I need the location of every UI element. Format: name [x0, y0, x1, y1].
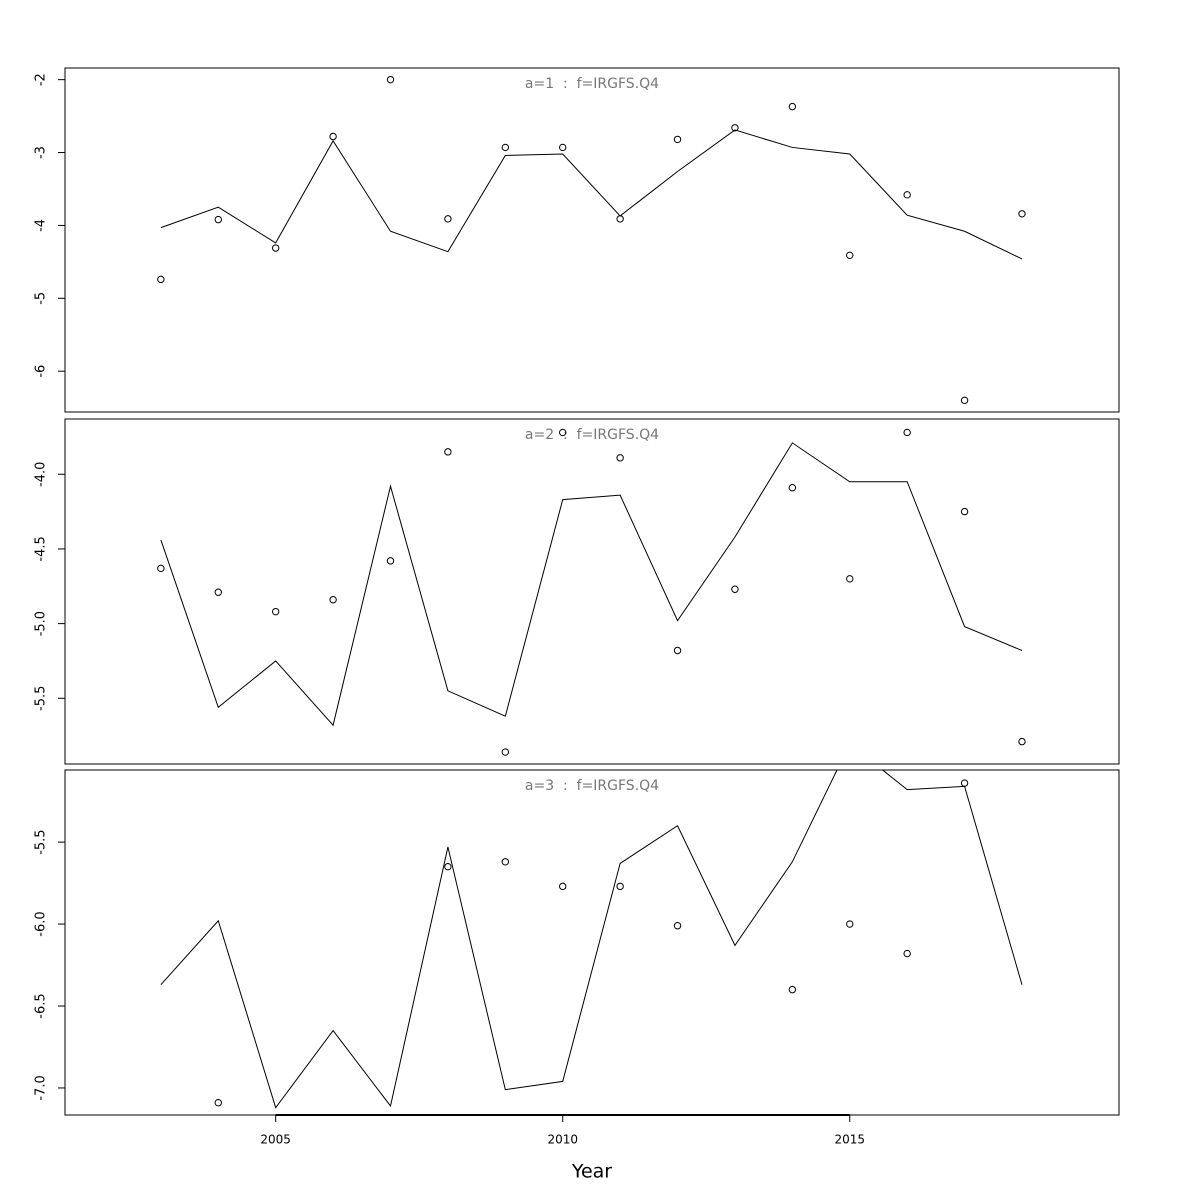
data-point — [157, 564, 165, 573]
data-point — [559, 428, 567, 437]
y-tick-label: -4.5 — [34, 536, 49, 561]
y-tick-label: -6.0 — [34, 911, 49, 936]
y-tick-label: -5.5 — [34, 686, 49, 711]
data-point — [846, 920, 854, 928]
data-point — [559, 143, 567, 152]
plot-area — [157, 428, 1026, 756]
data-point — [673, 135, 682, 144]
data-point — [788, 102, 797, 111]
data-point — [903, 191, 911, 199]
data-point — [903, 428, 911, 437]
data-point — [1018, 737, 1026, 746]
data-point — [501, 143, 510, 152]
panel-title: a=1 : f=IRGFS.Q4 — [525, 76, 659, 92]
y-tick-label: -6 — [34, 365, 49, 378]
data-point — [386, 557, 395, 565]
panel-title: a=2 : f=IRGFS.Q4 — [525, 427, 659, 443]
plot-frame — [64, 769, 1120, 1116]
plot-area — [157, 75, 1026, 405]
data-point — [444, 448, 452, 456]
data-point — [444, 215, 452, 223]
plot-area — [160, 770, 1023, 1109]
x-tick-label: 2015 — [834, 1133, 865, 1147]
data-point — [903, 949, 911, 958]
y-tick-label: -7.0 — [34, 1075, 49, 1100]
data-point — [673, 646, 682, 655]
y-tick-label: -2 — [34, 73, 49, 86]
x-axis-label: Year — [571, 1161, 612, 1183]
data-point — [616, 215, 624, 223]
series-line — [160, 770, 1023, 1109]
data-point — [960, 507, 969, 516]
y-tick-label: -4.0 — [34, 462, 49, 487]
data-point — [616, 882, 624, 891]
x-tick-label: 2005 — [260, 1133, 291, 1147]
y-tick-label: -4 — [34, 219, 49, 232]
y-tick-label: -5 — [34, 292, 49, 305]
data-point — [214, 588, 222, 596]
data-point — [673, 922, 682, 930]
data-point — [329, 596, 337, 604]
data-point — [960, 396, 969, 405]
data-point — [271, 244, 280, 252]
data-point — [960, 779, 969, 787]
y-tick-label: -5.0 — [34, 611, 49, 636]
data-point — [788, 985, 797, 994]
data-point — [559, 882, 567, 891]
data-point — [731, 124, 739, 132]
data-point — [214, 1099, 222, 1107]
data-point — [1018, 210, 1026, 218]
y-tick-label: -3 — [34, 146, 49, 159]
data-point — [444, 862, 452, 871]
data-point — [731, 585, 739, 593]
data-point — [846, 575, 854, 583]
data-point — [501, 858, 510, 866]
data-point — [271, 607, 280, 616]
plot-frame — [64, 418, 1120, 765]
data-point — [616, 454, 624, 462]
data-point — [788, 484, 797, 492]
y-tick-label: -5.5 — [34, 829, 49, 854]
plot-frame — [64, 67, 1120, 413]
data-point — [214, 215, 222, 224]
data-point — [386, 75, 395, 84]
data-point — [157, 275, 165, 284]
data-point — [846, 251, 854, 260]
panel-title: a=3 : f=IRGFS.Q4 — [525, 778, 659, 794]
x-tick-label: 2010 — [547, 1133, 578, 1147]
y-tick-label: -6.5 — [34, 993, 49, 1018]
data-point — [329, 132, 337, 141]
series-line — [160, 442, 1023, 727]
series-line — [160, 129, 1023, 260]
data-point — [501, 748, 510, 756]
